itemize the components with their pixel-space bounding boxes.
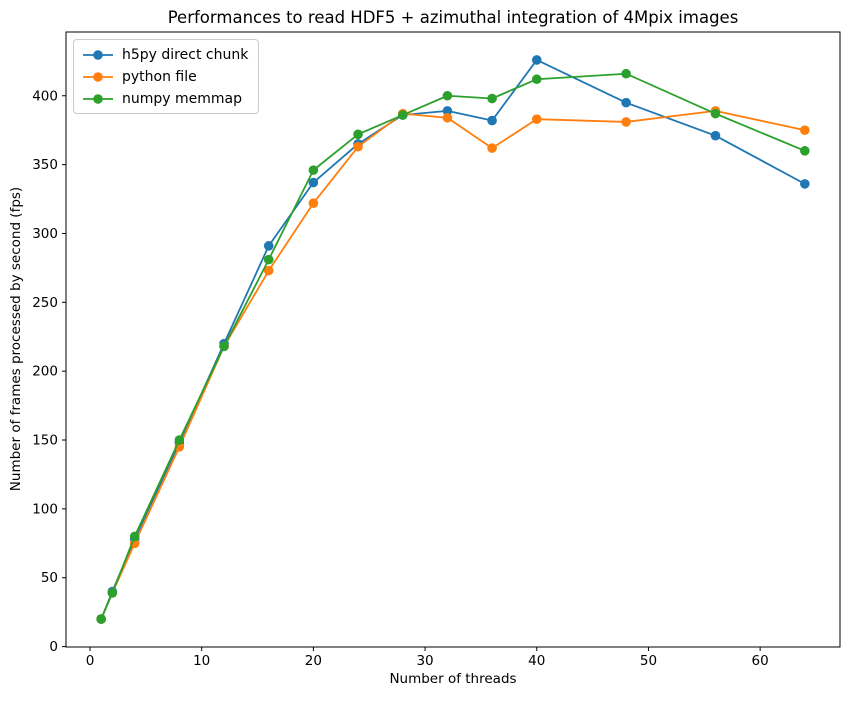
y-tick-label: 350 <box>32 157 58 173</box>
data-point <box>263 254 274 265</box>
data-point <box>621 97 631 108</box>
data-point <box>397 110 408 120</box>
data-point <box>107 588 118 598</box>
series-line <box>100 59 806 620</box>
x-tick-label: 30 <box>416 653 433 669</box>
series-line <box>100 72 806 620</box>
data-point <box>308 177 319 188</box>
data-point <box>531 114 542 124</box>
legend-item-0: h5py direct chunk <box>82 45 248 64</box>
data-point <box>263 265 274 276</box>
data-point <box>487 93 497 104</box>
y-tick-label: 150 <box>32 433 58 449</box>
data-point <box>174 435 185 445</box>
data-point <box>487 115 497 126</box>
x-tick-label: 10 <box>193 653 210 669</box>
x-tick-label: 0 <box>86 653 95 669</box>
legend-label: h5py direct chunk <box>122 46 249 63</box>
data-point <box>531 55 542 65</box>
data-point <box>308 165 319 175</box>
data-point <box>96 614 106 624</box>
y-tick-label: 0 <box>49 639 58 655</box>
legend-marker-icon <box>83 49 113 60</box>
data-point <box>219 341 229 352</box>
legend-label: python file <box>122 68 197 85</box>
data-point <box>353 129 363 140</box>
data-point <box>308 198 319 208</box>
x-tick-label: 50 <box>640 653 657 669</box>
data-point <box>442 106 453 116</box>
data-point <box>800 125 810 135</box>
x-axis-label: Number of threads <box>389 671 517 687</box>
data-point <box>800 179 810 189</box>
data-point <box>621 117 631 127</box>
data-point <box>531 74 542 85</box>
x-tick-label: 40 <box>528 653 545 669</box>
y-tick-label: 300 <box>32 226 58 242</box>
axes-frame <box>65 31 841 648</box>
legend-item-1: python file <box>82 67 248 86</box>
data-point <box>800 146 810 156</box>
legend-marker-icon <box>83 71 113 82</box>
legend-label: numpy memmap <box>122 90 242 107</box>
x-tick-label: 20 <box>305 653 322 669</box>
legend-marker-icon <box>83 93 113 104</box>
y-tick-label: 50 <box>41 570 58 586</box>
data-point <box>710 130 721 141</box>
y-tick-label: 100 <box>32 501 58 517</box>
y-tick-label: 200 <box>32 364 58 380</box>
legend-item-2: numpy memmap <box>82 89 248 108</box>
data-point <box>263 241 274 251</box>
chart-title: Performances to read HDF5 + azimuthal in… <box>167 8 739 27</box>
series-line <box>100 110 806 620</box>
data-point <box>129 531 140 542</box>
data-point <box>442 112 453 123</box>
y-tick-label: 250 <box>32 295 58 311</box>
data-point <box>487 143 497 153</box>
data-point <box>621 68 631 79</box>
x-tick-label: 60 <box>752 653 769 669</box>
data-point <box>353 141 363 152</box>
y-tick-label: 400 <box>32 88 58 104</box>
legend: h5py direct chunk python file numpy memmap <box>73 39 260 114</box>
data-point <box>710 108 721 119</box>
data-point <box>442 90 453 101</box>
y-axis-label: Number of frames processed by second (fp… <box>8 186 24 492</box>
